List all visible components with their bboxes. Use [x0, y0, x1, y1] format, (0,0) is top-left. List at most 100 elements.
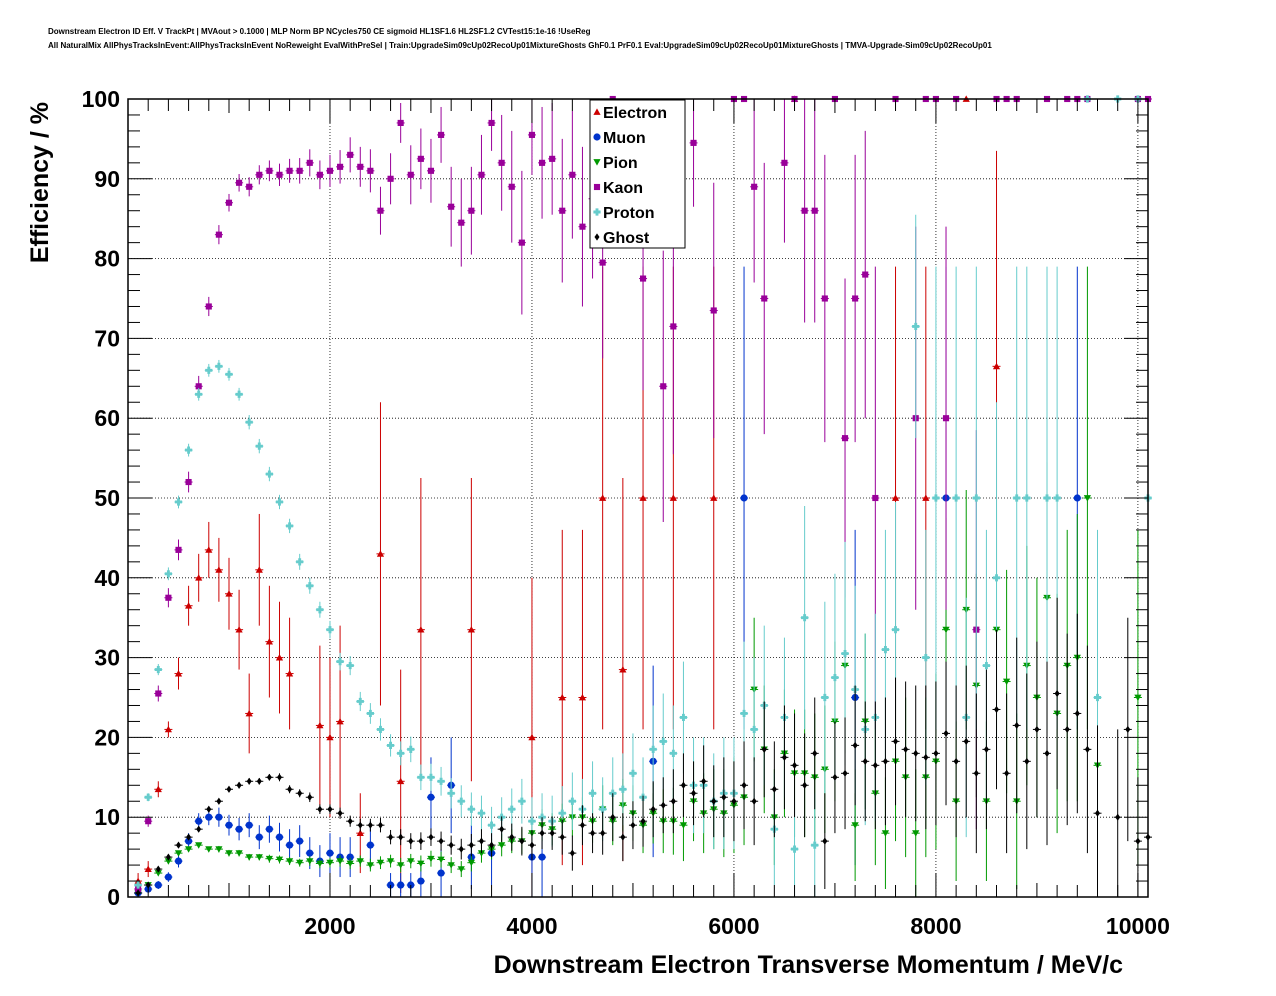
data-point [549, 829, 555, 837]
data-point [913, 749, 919, 757]
data-point [518, 239, 525, 246]
data-point [437, 869, 445, 877]
data-point [457, 797, 465, 805]
data-point [1043, 494, 1051, 502]
data-point [275, 856, 284, 864]
y-tick-label: 0 [107, 884, 120, 910]
data-point [1125, 725, 1131, 734]
data-point [154, 665, 162, 674]
data-point [701, 777, 707, 785]
data-point [1023, 494, 1031, 502]
data-point [711, 797, 717, 805]
data-point [174, 850, 183, 857]
data-point [1044, 749, 1050, 757]
y-tick-label: 90 [94, 166, 120, 192]
data-layer [134, 95, 1152, 897]
data-point [155, 690, 162, 697]
data-point [225, 821, 233, 829]
data-point [215, 566, 223, 573]
data-point [528, 817, 536, 825]
data-point [528, 131, 536, 138]
data-point [134, 881, 142, 889]
y-tick-label: 40 [94, 565, 120, 591]
data-point [973, 769, 979, 777]
y-tick-label: 70 [94, 325, 120, 351]
legend-marker-muon [593, 133, 601, 141]
data-point [337, 163, 344, 170]
data-point [175, 841, 182, 849]
data-point [923, 753, 929, 761]
data-point [236, 179, 243, 186]
data-point [832, 773, 838, 781]
data-point [882, 757, 888, 765]
data-point [1084, 745, 1090, 753]
data-point [750, 725, 758, 734]
data-point [307, 793, 313, 801]
data-point [144, 865, 152, 872]
data-point [881, 646, 890, 654]
data-point [356, 829, 364, 837]
data-point [356, 697, 364, 706]
data-point [781, 753, 787, 761]
data-point [256, 171, 263, 178]
data-point [1083, 495, 1092, 502]
data-point [286, 167, 293, 174]
data-point [740, 494, 748, 502]
data-point [255, 442, 263, 450]
y-tick-label: 60 [94, 405, 120, 431]
data-point [1134, 694, 1142, 702]
data-point [842, 769, 848, 777]
data-point [417, 773, 425, 781]
data-point [1054, 689, 1060, 698]
data-point [438, 131, 445, 138]
data-point [184, 846, 193, 853]
plot-title-line-1: Downstream Electron ID Eff. V TrackPt | … [48, 27, 591, 36]
data-point [821, 295, 828, 302]
data-point [933, 749, 939, 757]
data-point [811, 841, 819, 849]
data-point [398, 833, 404, 841]
data-point [639, 275, 647, 282]
data-point [174, 498, 183, 506]
data-point [477, 809, 486, 817]
data-point [336, 717, 344, 725]
data-point [498, 842, 506, 849]
data-point [751, 183, 758, 190]
data-point [467, 805, 475, 813]
data-point [306, 159, 313, 166]
data-point [872, 761, 878, 769]
data-point [205, 303, 212, 310]
data-point [599, 259, 606, 266]
data-point [316, 860, 324, 868]
data-point [660, 383, 667, 390]
data-point [427, 855, 435, 863]
legend-label-pion: Pion [603, 155, 638, 172]
data-point [306, 582, 314, 590]
data-point [337, 809, 343, 817]
data-point [174, 857, 183, 865]
data-point [266, 167, 273, 174]
data-point [255, 833, 263, 841]
data-point [417, 626, 425, 633]
data-point [186, 833, 192, 841]
data-point [992, 362, 1001, 370]
data-point [306, 849, 314, 857]
data-point [549, 155, 556, 162]
data-point [579, 821, 585, 829]
data-point [144, 793, 152, 801]
data-point [489, 841, 495, 849]
data-point [579, 223, 586, 230]
data-point [256, 777, 262, 785]
data-point [174, 669, 183, 677]
data-point [498, 159, 505, 166]
data-point [164, 858, 172, 865]
data-point [265, 855, 273, 863]
y-tick-label: 20 [94, 724, 120, 750]
data-point [731, 797, 737, 805]
data-point [660, 801, 666, 809]
data-point [710, 307, 717, 314]
data-point [275, 654, 284, 661]
data-point [265, 470, 273, 478]
data-point [357, 821, 363, 829]
data-point [629, 769, 637, 777]
